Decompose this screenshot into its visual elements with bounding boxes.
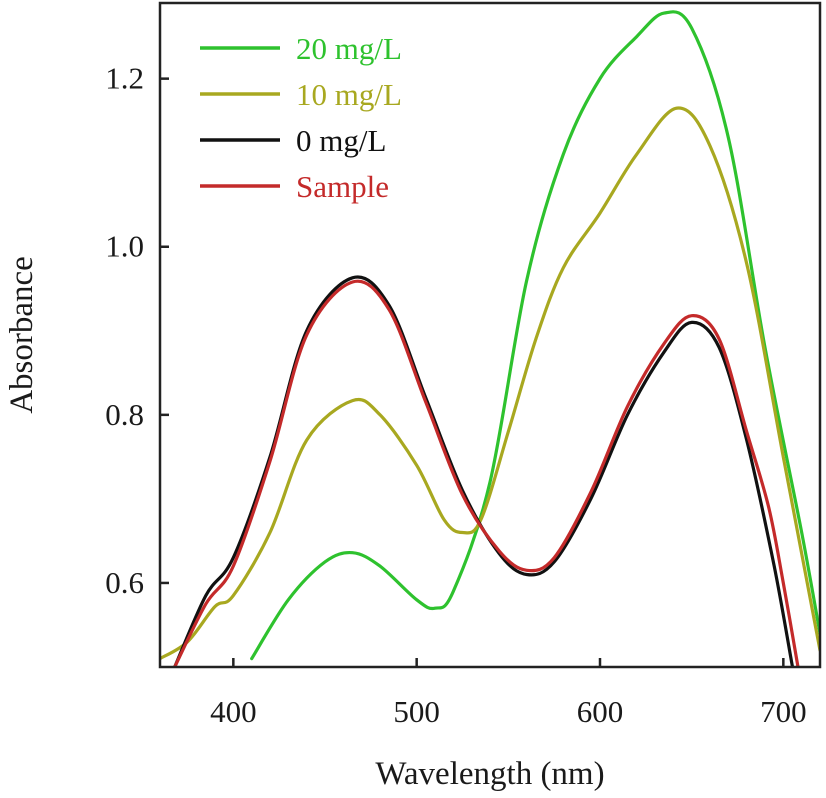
x-tick-label: 400 [210, 694, 257, 729]
x-tick-label: 700 [760, 694, 807, 729]
series-line-20-mg-l [250, 10, 820, 661]
series-line-sample [173, 279, 800, 667]
x-axis: 400 500 600 700 [210, 658, 807, 729]
y-tick-label: 0.6 [105, 565, 144, 600]
y-axis-title: Absorbance [4, 256, 40, 414]
y-tick-label: 1.0 [105, 229, 144, 264]
plot-frame [158, 1, 822, 669]
legend: 20 mg/L 10 mg/L 0 mg/L Sample [200, 31, 402, 204]
data-curves [160, 10, 820, 667]
series-line-10-mg-l [160, 106, 820, 661]
x-tick-label: 500 [393, 694, 440, 729]
legend-label-10-mg-l: 10 mg/L [296, 77, 402, 112]
y-tick-label: 1.2 [105, 61, 144, 96]
legend-label-20-mg-l: 20 mg/L [296, 31, 402, 66]
legend-label-0-mg-l: 0 mg/L [296, 123, 386, 158]
legend-label-sample: Sample [296, 169, 389, 204]
x-axis-title: Wavelength (nm) [375, 756, 604, 792]
y-axis: 0.6 0.8 1.0 1.2 [105, 61, 169, 600]
y-tick-label: 0.8 [105, 397, 144, 432]
x-tick-label: 600 [577, 694, 624, 729]
